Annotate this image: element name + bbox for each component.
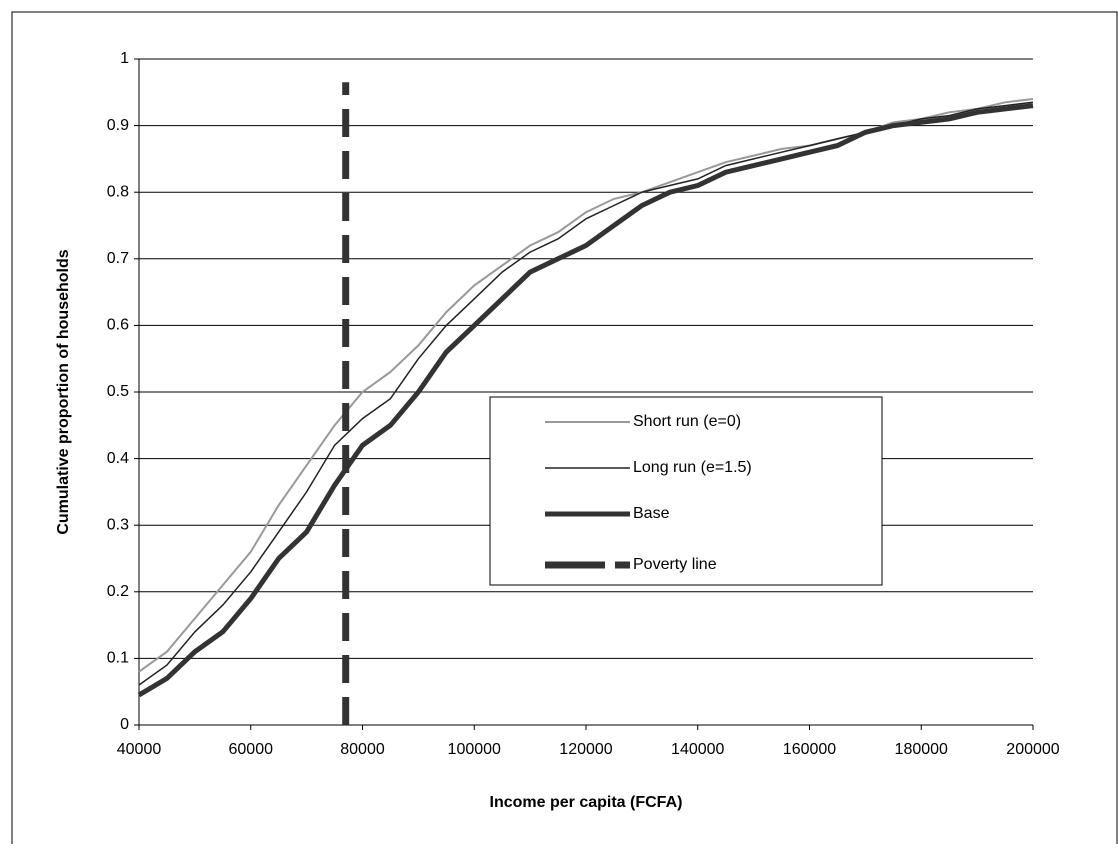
y-tick-label: 1 <box>120 50 129 67</box>
x-tick-label: 120000 <box>559 741 612 758</box>
legend-label: Long run (e=1.5) <box>633 459 752 476</box>
y-tick-label: 0.9 <box>107 117 129 134</box>
x-tick-label: 160000 <box>783 741 836 758</box>
x-tick-label: 140000 <box>671 741 724 758</box>
y-tick-label: 0.2 <box>107 583 129 600</box>
y-tick-label: 0.8 <box>107 183 129 200</box>
y-tick-label: 0 <box>120 716 129 733</box>
series-line <box>137 103 1034 698</box>
legend-box <box>489 396 883 586</box>
y-tick-label: 0.1 <box>107 650 129 667</box>
y-tick-label: 0.4 <box>107 450 129 467</box>
x-axis-label: Income per capita (FCFA) <box>490 794 683 811</box>
legend-label: Poverty line <box>633 556 717 573</box>
x-tick-label: 80000 <box>340 741 385 758</box>
x-tick-label: 100000 <box>448 741 501 758</box>
y-tick-label: 0.7 <box>107 250 129 267</box>
x-tick-label: 60000 <box>229 741 274 758</box>
y-tick-label: 0.5 <box>107 383 129 400</box>
y-tick-label: 0.6 <box>107 317 129 334</box>
x-tick-label: 180000 <box>895 741 948 758</box>
legend-label: Short run (e=0) <box>633 413 741 430</box>
legend-label: Base <box>633 505 670 522</box>
x-tick-label: 40000 <box>117 741 162 758</box>
y-tick-label: 0.3 <box>107 516 129 533</box>
x-tick-label: 200000 <box>1006 741 1059 758</box>
y-axis-label: Cumulative proportion of households <box>55 249 72 534</box>
